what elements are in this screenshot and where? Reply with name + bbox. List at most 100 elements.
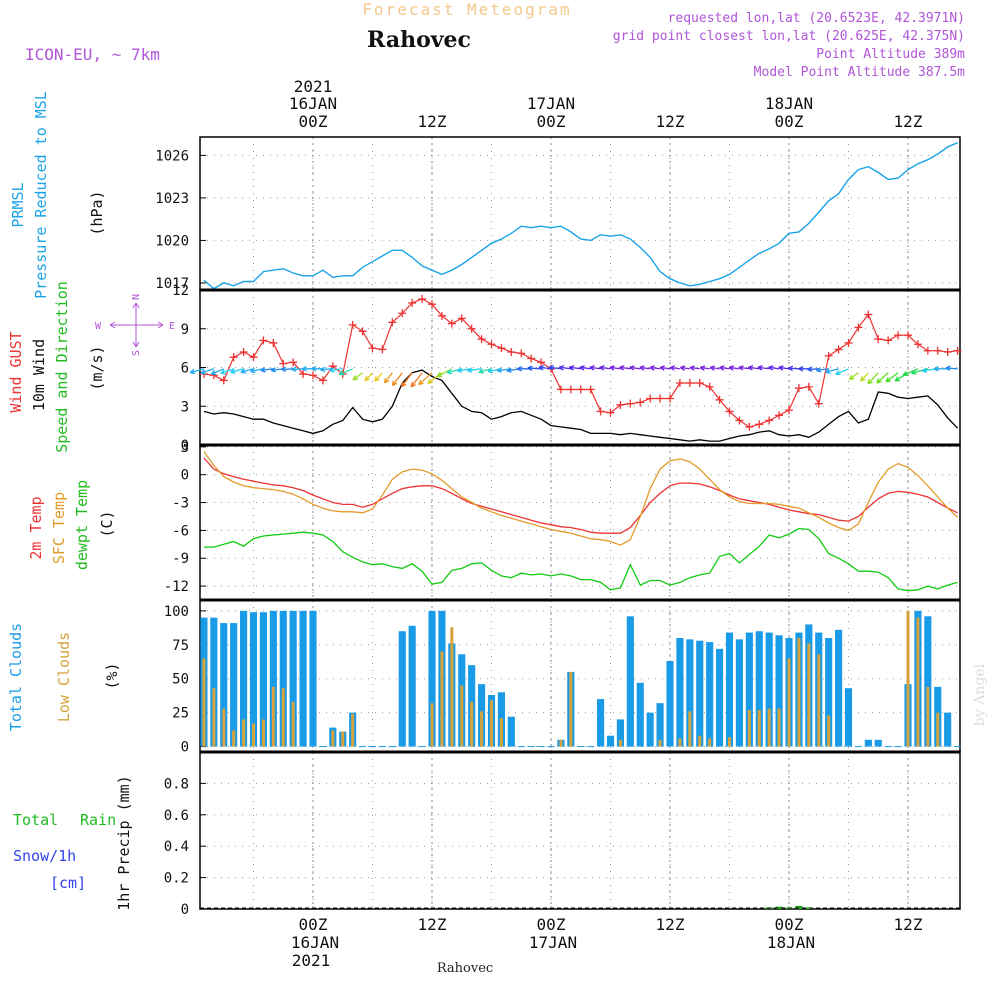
total-clouds-label: Total Clouds: [7, 623, 25, 731]
wind-direction-arrow: [220, 368, 234, 375]
credit-label: by Angel: [972, 663, 988, 726]
wind-direction-arrow: [848, 372, 859, 381]
gust-marker: [775, 411, 784, 420]
bottom-hour-label: 00Z: [299, 915, 328, 934]
rain-bar: [775, 906, 783, 909]
precip-total-label: Total: [13, 811, 58, 829]
gust-marker: [844, 338, 853, 347]
total-cloud-bar: [775, 635, 783, 747]
wind-direction-arrow: [538, 365, 552, 371]
wind-direction-arrow: [364, 372, 373, 382]
gust-marker: [695, 379, 704, 387]
bottom-hour-label: 12Z: [894, 915, 923, 934]
wind-direction-arrow: [807, 366, 819, 373]
total-cloud-bar: [755, 631, 763, 747]
wind-direction-arrow: [383, 372, 393, 384]
gust-marker: [616, 400, 625, 409]
low-cloud-bar: [222, 708, 226, 747]
wind-direction-arrow: [478, 368, 492, 374]
wind-direction-arrow: [860, 372, 869, 382]
gust-marker: [755, 420, 764, 429]
y-tick-label: 0.4: [164, 839, 189, 855]
total-cloud-bar: [210, 617, 218, 747]
gust-marker: [904, 331, 912, 340]
wind-direction-arrow: [902, 368, 919, 377]
low-cloud-bar: [767, 708, 771, 747]
wind-speed-dir-label: Speed and Direction: [53, 281, 71, 453]
gust-marker: [735, 416, 744, 425]
gust-marker: [517, 349, 526, 358]
gust-marker: [527, 354, 536, 363]
gust-marker: [834, 345, 843, 354]
y-tick-label: 3: [181, 399, 189, 415]
low-cloud-bar: [688, 711, 692, 747]
gust-marker: [884, 336, 893, 345]
wind-direction-arrow: [728, 365, 740, 371]
wind-direction-arrow: [867, 372, 879, 385]
gust-marker: [685, 379, 694, 387]
y-tick-label: -3: [172, 496, 189, 512]
wind-gust-label: Wind GUST: [7, 331, 25, 412]
model-altitude: Model Point Altitude 387.5m: [754, 65, 965, 80]
y-tick-label: -9: [172, 551, 189, 567]
wind-direction-arrow: [281, 366, 294, 373]
gust-marker: [804, 382, 813, 391]
y-tick-label: 1026: [155, 148, 189, 164]
precip-ylabel: 1hr Precip (mm): [115, 775, 133, 910]
total-cloud-bar: [259, 612, 267, 747]
y-tick-label: 1020: [155, 233, 189, 249]
wind-direction-arrow: [709, 365, 720, 371]
total-cloud-bar: [230, 623, 238, 747]
low-cloud-bar: [460, 685, 464, 747]
y-tick-label: 6: [181, 361, 189, 377]
low-cloud-bar: [817, 654, 821, 747]
y-tick-label: -6: [172, 523, 189, 539]
total-cloud-bar: [309, 610, 317, 747]
gust-marker: [408, 298, 417, 307]
total-cloud-bar: [240, 610, 248, 747]
low-cloud-bar: [658, 739, 662, 747]
low-cloud-bar: [559, 739, 563, 747]
low-cloud-bar: [271, 686, 275, 747]
compass-e: E: [169, 321, 175, 332]
gust-marker: [715, 395, 724, 404]
wind-direction-arrow: [291, 366, 304, 373]
wind-direction-arrow: [689, 365, 700, 371]
wind-direction-arrow: [400, 372, 413, 388]
y-tick-label: 3: [181, 440, 189, 456]
total-cloud-bar: [666, 661, 674, 747]
gust-marker: [249, 353, 258, 362]
low-cloud-bar: [202, 658, 206, 747]
gust-marker: [418, 295, 427, 304]
wind-direction-arrow: [649, 365, 661, 371]
wind-direction-arrow: [768, 365, 780, 371]
gust-marker: [894, 331, 903, 340]
gust-marker: [259, 336, 268, 345]
wind-direction-arrow: [669, 365, 681, 371]
gust-marker: [457, 314, 466, 323]
top-hour-label: 00Z: [537, 112, 566, 131]
compass-s: S: [131, 350, 142, 356]
total-cloud-bar: [626, 616, 634, 747]
low-cloud-bar: [797, 638, 801, 747]
compass-w: W: [95, 321, 102, 332]
low-cloud-bar: [351, 714, 355, 747]
total-cloud-bar: [398, 631, 406, 747]
total-cloud-bar: [696, 640, 704, 747]
total-cloud-bar: [725, 632, 734, 747]
gust-marker: [398, 309, 407, 318]
wind-direction-arrow: [659, 365, 671, 371]
gust-marker: [913, 340, 922, 349]
wind-direction-arrow: [876, 372, 889, 384]
gust-marker: [348, 320, 357, 329]
pressure-label-prmsl: PRMSL: [9, 182, 27, 227]
wind-direction-arrow: [329, 367, 343, 373]
low-clouds-label: Low Clouds: [55, 632, 73, 722]
wind-direction-arrow: [639, 365, 651, 371]
bottom-day-label: 16JAN: [291, 933, 339, 952]
wind-direction-arrow: [301, 366, 313, 372]
wind-direction-arrow: [320, 366, 333, 373]
gust-marker: [626, 399, 635, 408]
temp-sfc-line: [203, 451, 959, 546]
